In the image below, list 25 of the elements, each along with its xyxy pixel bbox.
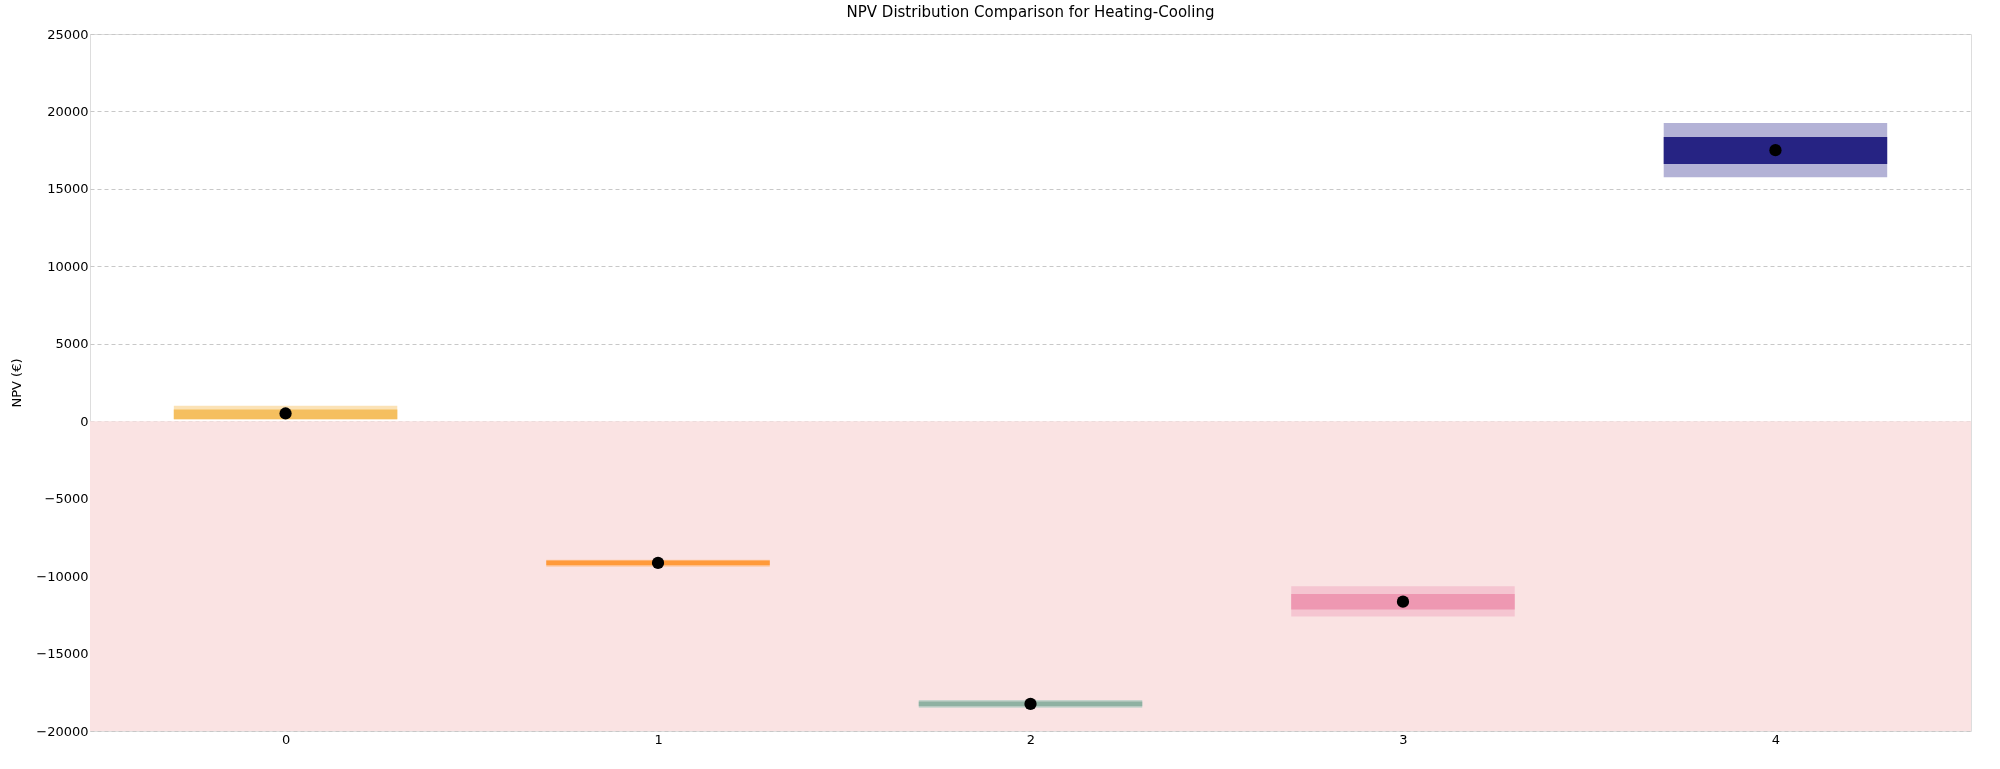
point	[651, 556, 665, 570]
bar	[1291, 593, 1515, 610]
point	[279, 407, 292, 420]
y-tick-label: 25000	[47, 26, 89, 42]
x-tick-label: 2	[1026, 731, 1036, 747]
y-tick-label: −5000	[44, 491, 89, 507]
y-axis-title: NPV (€)	[9, 358, 25, 408]
chart-title: NPV Distribution Comparison for Heating-Cooling	[846, 3, 1215, 21]
bar	[173, 409, 398, 419]
y-tick-label: 15000	[47, 181, 89, 197]
point	[1024, 697, 1037, 711]
y-tick-label: −20000	[36, 723, 89, 739]
x-tick-label: 4	[1771, 731, 1781, 747]
y-tick-label: 0	[80, 413, 89, 429]
y-tick-label: −10000	[36, 568, 89, 584]
bar	[1663, 137, 1888, 165]
y-tick-label: 10000	[47, 258, 89, 274]
y-tick-label: 20000	[47, 103, 89, 119]
x-tick-label: 0	[281, 731, 291, 747]
y-tick-label: 5000	[55, 336, 89, 352]
x-tick-label: 1	[654, 731, 663, 747]
point	[1769, 144, 1782, 157]
x-tick-label: 3	[1399, 731, 1408, 747]
y-tick-label: −15000	[36, 646, 89, 662]
point	[1396, 595, 1410, 608]
